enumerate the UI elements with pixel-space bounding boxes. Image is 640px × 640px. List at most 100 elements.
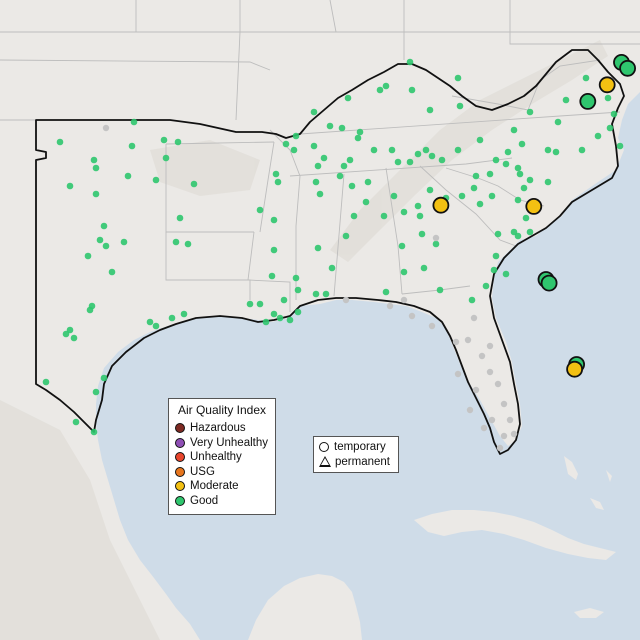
monitor-dot-good[interactable]	[56, 138, 64, 146]
monitor-dot-good[interactable]	[428, 152, 436, 160]
monitor-dot-good[interactable]	[520, 184, 528, 192]
monitor-dot-good[interactable]	[346, 156, 354, 164]
monitor-dot-good[interactable]	[336, 172, 344, 180]
monitor-dot-good[interactable]	[458, 192, 466, 200]
monitor-dot-good[interactable]	[414, 202, 422, 210]
monitor-dot-good[interactable]	[90, 156, 98, 164]
monitor-dot-good[interactable]	[400, 208, 408, 216]
monitor-dot-good[interactable]	[344, 94, 352, 102]
monitor-dot-good[interactable]	[454, 146, 462, 154]
monitor-dot-good[interactable]	[290, 146, 298, 154]
monitor-dot-good[interactable]	[418, 230, 426, 238]
monitor-dot-good[interactable]	[280, 296, 288, 304]
monitor-dot-inactive[interactable]	[102, 124, 110, 132]
monitor-dot-good[interactable]	[256, 206, 264, 214]
monitor-dot-good[interactable]	[92, 164, 100, 172]
monitor-dot-good[interactable]	[376, 86, 384, 94]
monitor-dot-good[interactable]	[174, 138, 182, 146]
monitor-dot-inactive[interactable]	[480, 424, 488, 432]
monitor-dot-good[interactable]	[562, 96, 570, 104]
monitor-dot-good[interactable]	[312, 178, 320, 186]
monitor-dot-good[interactable]	[160, 136, 168, 144]
monitor-dot-good[interactable]	[310, 108, 318, 116]
monitor-dot-good[interactable]	[426, 106, 434, 114]
monitor-dot-good[interactable]	[504, 148, 512, 156]
monitor-dot-inactive[interactable]	[428, 322, 436, 330]
monitor-dot-good[interactable]	[604, 94, 612, 102]
monitor-dot-good[interactable]	[456, 102, 464, 110]
monitor-dot-good[interactable]	[510, 228, 518, 236]
monitor-dot-good[interactable]	[92, 388, 100, 396]
monitor-dot-inactive[interactable]	[478, 352, 486, 360]
monitor-dot-good[interactable]	[502, 270, 510, 278]
monitor-dot-good[interactable]	[420, 264, 428, 272]
monitor-dot-inactive[interactable]	[432, 234, 440, 242]
monitor-marker-good[interactable]	[619, 59, 636, 77]
monitor-dot-good[interactable]	[554, 118, 562, 126]
monitor-dot-inactive[interactable]	[494, 380, 502, 388]
monitor-dot-inactive[interactable]	[486, 342, 494, 350]
monitor-dot-good[interactable]	[320, 154, 328, 162]
monitor-dot-good[interactable]	[310, 142, 318, 150]
monitor-dot-good[interactable]	[286, 316, 294, 324]
monitor-dot-good[interactable]	[312, 290, 320, 298]
monitor-dot-good[interactable]	[436, 286, 444, 294]
monitor-dot-good[interactable]	[42, 378, 50, 386]
monitor-dot-good[interactable]	[522, 214, 530, 222]
monitor-dot-good[interactable]	[276, 314, 284, 322]
monitor-dot-good[interactable]	[272, 170, 280, 178]
monitor-dot-inactive[interactable]	[486, 368, 494, 376]
monitor-dot-good[interactable]	[350, 212, 358, 220]
monitor-dot-good[interactable]	[190, 180, 198, 188]
monitor-dot-inactive[interactable]	[470, 314, 478, 322]
monitor-marker-moderate[interactable]	[525, 197, 543, 215]
monitor-dot-good[interactable]	[382, 82, 390, 90]
monitor-marker-moderate[interactable]	[598, 76, 616, 94]
monitor-dot-good[interactable]	[128, 142, 136, 150]
monitor-dot-good[interactable]	[256, 300, 264, 308]
monitor-dot-inactive[interactable]	[466, 406, 474, 414]
monitor-dot-inactive[interactable]	[342, 296, 350, 304]
monitor-dot-good[interactable]	[416, 212, 424, 220]
monitor-dot-good[interactable]	[294, 286, 302, 294]
monitor-dot-good[interactable]	[172, 238, 180, 246]
monitor-dot-inactive[interactable]	[500, 400, 508, 408]
monitor-dot-good[interactable]	[100, 374, 108, 382]
monitor-dot-good[interactable]	[70, 334, 78, 342]
monitor-dot-good[interactable]	[406, 158, 414, 166]
monitor-dot-good[interactable]	[476, 136, 484, 144]
monitor-dot-good[interactable]	[356, 128, 364, 136]
monitor-dot-inactive[interactable]	[488, 416, 496, 424]
monitor-dot-good[interactable]	[120, 238, 128, 246]
monitor-dot-good[interactable]	[292, 132, 300, 140]
monitor-dot-inactive[interactable]	[454, 370, 462, 378]
monitor-dot-inactive[interactable]	[464, 336, 472, 344]
monitor-dot-good[interactable]	[314, 162, 322, 170]
monitor-dot-good[interactable]	[152, 322, 160, 330]
monitor-dot-good[interactable]	[108, 268, 116, 276]
monitor-dot-good[interactable]	[326, 122, 334, 130]
monitor-dot-good[interactable]	[72, 418, 80, 426]
monitor-dot-good[interactable]	[268, 272, 276, 280]
monitor-dot-good[interactable]	[426, 186, 434, 194]
monitor-dot-good[interactable]	[86, 306, 94, 314]
monitor-dot-good[interactable]	[502, 160, 510, 168]
monitor-dot-good[interactable]	[494, 230, 502, 238]
monitor-dot-good[interactable]	[454, 74, 462, 82]
monitor-dot-good[interactable]	[514, 196, 522, 204]
monitor-dot-good[interactable]	[162, 154, 170, 162]
monitor-dot-good[interactable]	[340, 162, 348, 170]
monitor-dot-good[interactable]	[544, 178, 552, 186]
monitor-dot-good[interactable]	[294, 308, 302, 316]
monitor-marker-moderate[interactable]	[566, 360, 583, 378]
monitor-dot-good[interactable]	[472, 172, 480, 180]
monitor-dot-good[interactable]	[390, 192, 398, 200]
monitor-dot-good[interactable]	[518, 140, 526, 148]
monitor-dot-good[interactable]	[438, 156, 446, 164]
monitor-dot-good[interactable]	[370, 146, 378, 154]
monitor-dot-good[interactable]	[338, 124, 346, 132]
monitor-dot-good[interactable]	[388, 146, 396, 154]
monitor-dot-inactive[interactable]	[408, 312, 416, 320]
monitor-dot-inactive[interactable]	[500, 432, 508, 440]
monitor-dot-good[interactable]	[470, 184, 478, 192]
